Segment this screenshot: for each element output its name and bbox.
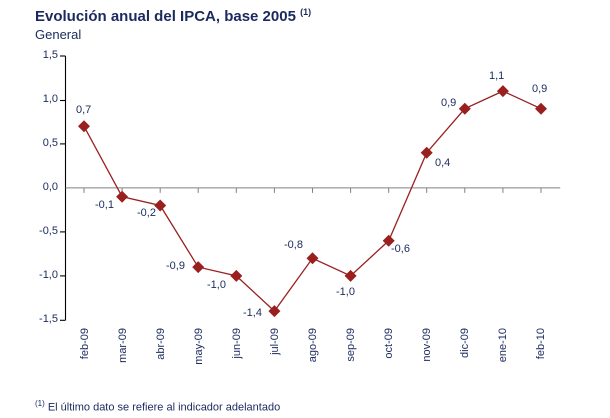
svg-text:jun-09: jun-09	[231, 328, 243, 360]
svg-text:abr-09: abr-09	[155, 328, 167, 360]
svg-text:mar-09: mar-09	[117, 328, 129, 363]
svg-text:sep-09: sep-09	[345, 328, 357, 362]
svg-text:jul-09: jul-09	[269, 328, 281, 356]
svg-text:feb-10: feb-10	[535, 328, 547, 359]
svg-text:oct-09: oct-09	[383, 328, 395, 359]
svg-text:dic-09: dic-09	[459, 328, 471, 358]
svg-text:ago-09: ago-09	[307, 328, 319, 362]
svg-text:feb-09: feb-09	[79, 328, 91, 359]
svg-text:nov-09: nov-09	[421, 328, 433, 362]
svg-text:may-09: may-09	[193, 328, 205, 365]
svg-text:ene-10: ene-10	[497, 328, 509, 362]
